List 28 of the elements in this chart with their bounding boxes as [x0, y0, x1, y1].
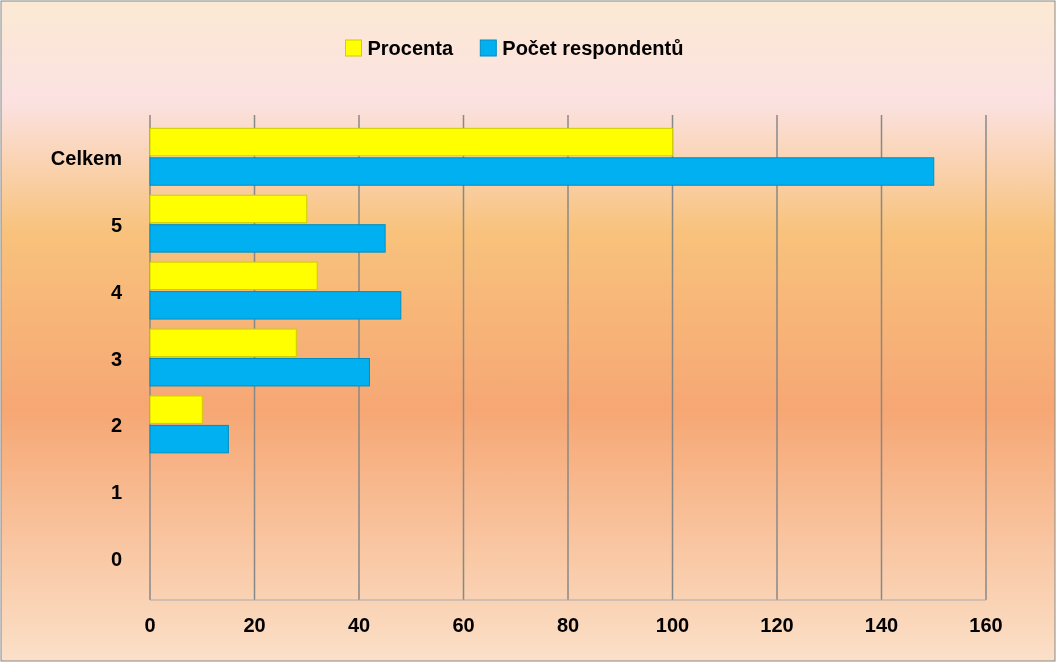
- x-tick-label: 20: [243, 614, 266, 636]
- y-tick-label: 2: [110, 414, 122, 437]
- bar: [149, 358, 370, 387]
- x-tick-label: 40: [347, 614, 371, 636]
- legend-label: Procenta: [367, 37, 454, 59]
- bar: [149, 194, 308, 224]
- bar: [149, 395, 203, 424]
- y-tick-label: 0: [110, 548, 122, 571]
- x-tick-label: 120: [760, 614, 794, 636]
- x-tick-label: 60: [452, 614, 475, 636]
- bar: [149, 424, 229, 454]
- x-tick-label: 140: [864, 614, 899, 636]
- legend-label: Počet respondentů: [502, 37, 684, 59]
- x-tick-label: 80: [556, 614, 580, 636]
- y-tick-label: Celkem: [50, 146, 122, 169]
- x-tick-label: 0: [144, 614, 156, 636]
- y-tick-label: 5: [110, 213, 122, 236]
- bar: [149, 328, 297, 357]
- y-tick-label: 3: [110, 347, 122, 370]
- bar: [149, 127, 673, 157]
- y-tick-label: 1: [110, 481, 122, 504]
- x-tick-label: 100: [655, 614, 690, 636]
- x-tick-label: 160: [969, 614, 1003, 636]
- bar: [149, 291, 402, 320]
- bar: [149, 224, 386, 253]
- bar: [149, 157, 935, 186]
- bar: [149, 261, 318, 291]
- y-tick-label: 4: [110, 280, 123, 303]
